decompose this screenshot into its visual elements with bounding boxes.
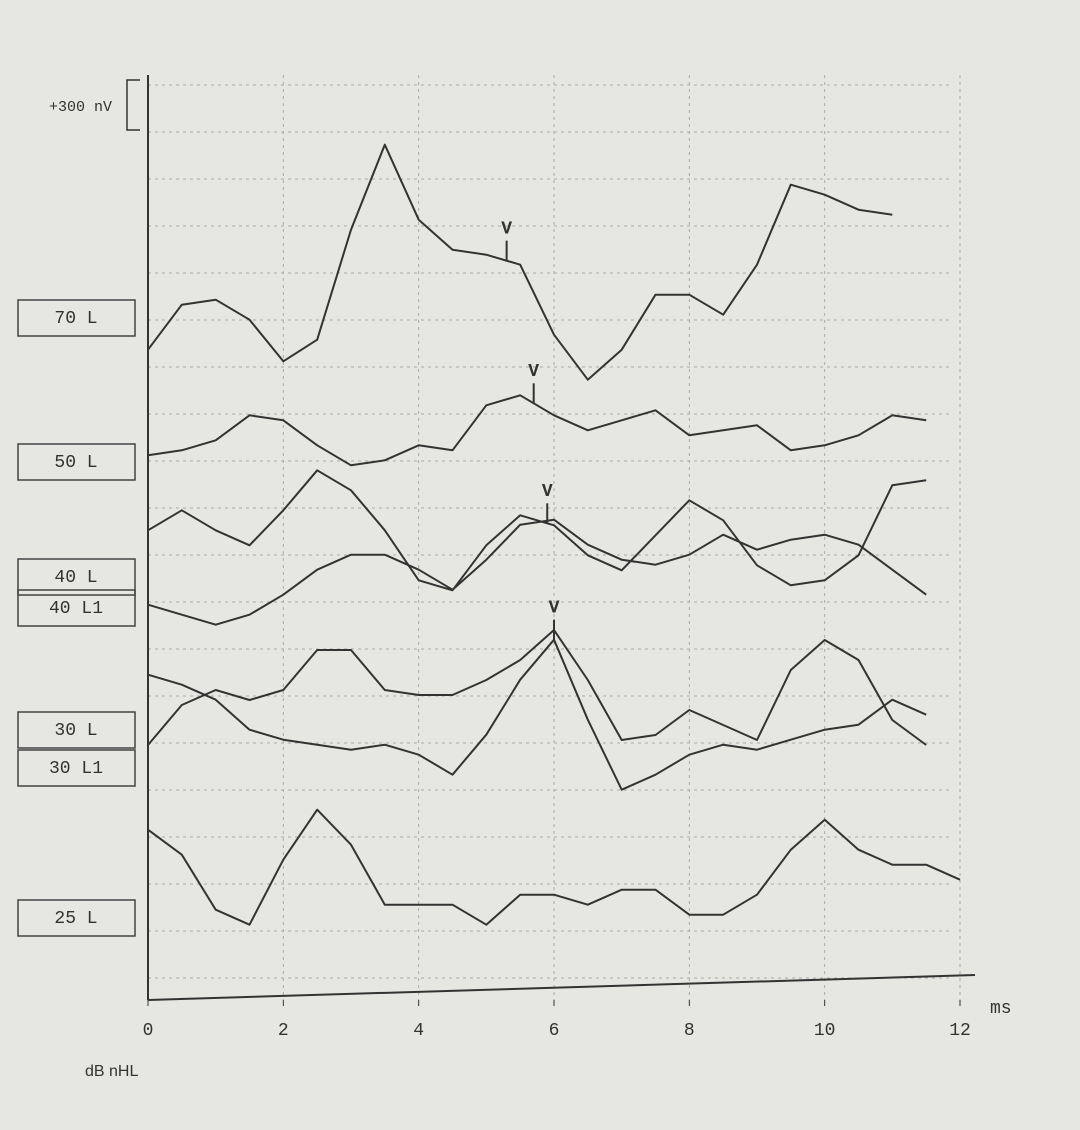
trace-label-box xyxy=(17,899,136,937)
legend-label: 70 L xyxy=(54,309,97,329)
x-tick-label: 4 xyxy=(413,1021,424,1041)
x-tick-label: 0 xyxy=(143,1021,154,1041)
peak-marker-label: V xyxy=(542,482,553,502)
trace-label-box xyxy=(17,558,136,596)
scale-bar-label: +300 nV xyxy=(49,99,112,116)
trace-label-box xyxy=(17,589,136,627)
trace xyxy=(147,638,927,791)
legend-label: 50 L xyxy=(54,453,97,473)
trace-label-box xyxy=(17,443,136,481)
x-axis xyxy=(147,974,976,1001)
x-tick-label: 2 xyxy=(278,1021,289,1041)
legend-label: 40 L1 xyxy=(49,599,103,619)
trace xyxy=(147,518,927,626)
legend-label: 30 L1 xyxy=(49,759,103,779)
trace-label-box xyxy=(17,299,136,337)
x-axis-label: ms xyxy=(990,999,1012,1019)
legend-label: 30 L xyxy=(54,721,97,741)
peak-marker-label: V xyxy=(549,598,560,618)
x-tick-label: 12 xyxy=(949,1021,971,1041)
trace xyxy=(147,629,927,746)
trace-label-box xyxy=(17,711,136,749)
x-tick-label: 8 xyxy=(684,1021,695,1041)
peak-marker-label: V xyxy=(528,362,539,382)
x-tick-label: 10 xyxy=(814,1021,836,1041)
trace xyxy=(147,808,961,926)
trace xyxy=(147,143,893,381)
trace xyxy=(147,469,927,592)
trace xyxy=(147,394,927,467)
legend-label: 40 L xyxy=(54,568,97,588)
x-tick-label: 6 xyxy=(549,1021,560,1041)
legend-label: 25 L xyxy=(54,909,97,929)
trace-label-box xyxy=(17,749,136,787)
peak-marker-label: V xyxy=(501,219,512,239)
scale-bar xyxy=(126,79,140,131)
footnote: dB nHL xyxy=(85,1063,138,1080)
